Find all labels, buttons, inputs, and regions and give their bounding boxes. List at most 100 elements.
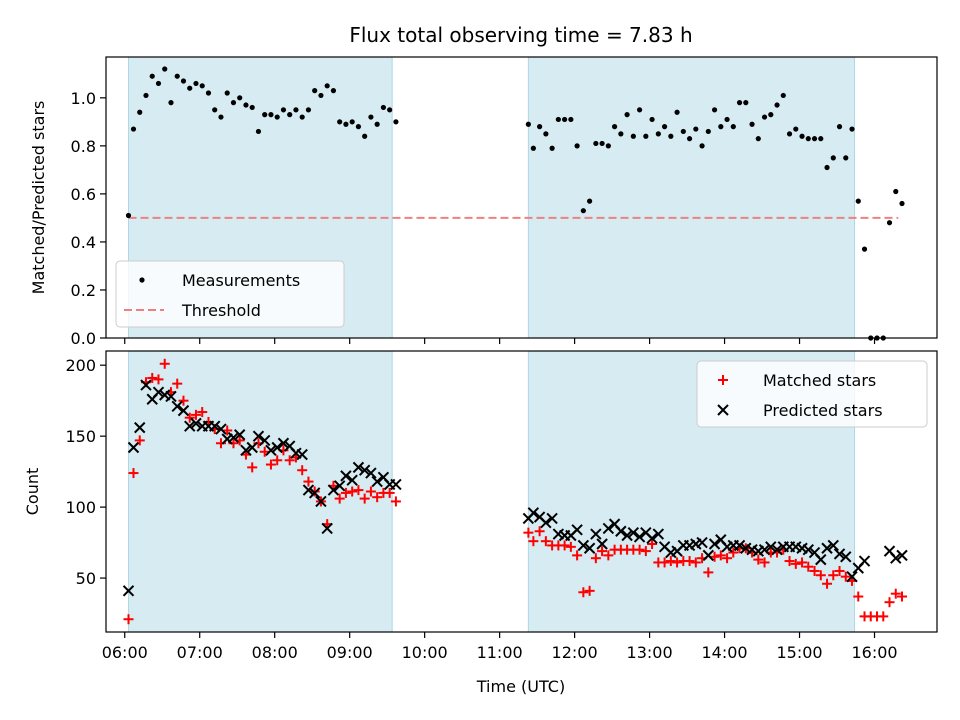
y-tick-label: 0.0	[71, 329, 96, 348]
predicted-point	[134, 421, 146, 434]
measurement-point	[793, 126, 799, 132]
chart-title: Flux total observing time = 7.83 h	[349, 23, 692, 47]
matched-point	[822, 578, 833, 589]
matched-point	[334, 493, 345, 504]
predicted-mark-b	[365, 467, 377, 479]
measurement-point	[143, 92, 149, 99]
predicted-mark-b	[583, 542, 596, 554]
predicted-point	[140, 379, 152, 391]
predicted-point	[177, 404, 190, 417]
measurement-point	[630, 133, 636, 139]
measurement-point	[193, 80, 199, 87]
predicted-mark-b	[596, 538, 608, 550]
predicted-mark-b	[358, 464, 371, 476]
predicted-mark-b	[771, 543, 783, 556]
measurement-point	[824, 164, 830, 171]
predicted-point	[627, 526, 640, 539]
predicted-mark-b	[352, 461, 365, 474]
measurement-point	[611, 124, 618, 130]
measurement-point	[199, 83, 205, 89]
measurement-point	[162, 66, 168, 72]
predicted-point	[265, 444, 277, 457]
predicted-mark-b	[227, 431, 240, 444]
predicted-mark-b	[758, 543, 771, 556]
predicted-mark-b	[315, 495, 327, 508]
measurement-point	[893, 188, 899, 195]
measurement-point	[293, 107, 299, 113]
predicted-point	[358, 464, 371, 476]
measurement-point	[605, 143, 611, 149]
matched-point	[884, 597, 895, 608]
predicted-point	[352, 461, 365, 474]
predicted-mark-b	[577, 539, 590, 552]
x-axis-label: Time (UTC)	[476, 677, 565, 696]
matched-point	[703, 567, 714, 578]
y-tick-label: 150	[65, 427, 96, 446]
matched-point	[578, 587, 589, 598]
measurement-point	[243, 102, 249, 108]
measurement-point	[374, 121, 380, 127]
measurement-point	[636, 107, 643, 113]
measurement-point	[580, 208, 586, 214]
predicted-mark-b	[621, 529, 633, 542]
measurement-point	[268, 112, 274, 118]
matched-point	[672, 557, 683, 568]
predicted-point	[165, 390, 177, 403]
predicted-point	[252, 430, 265, 442]
y-tick-label: 0.6	[71, 185, 96, 204]
measurement-point	[205, 90, 212, 96]
x-tick-label: 12:00	[552, 643, 598, 662]
measurement-point	[187, 85, 193, 91]
predicted-point	[821, 542, 833, 554]
measurement-point	[761, 114, 768, 120]
matched-point	[840, 571, 851, 582]
predicted-point	[215, 423, 227, 435]
predicted-mark-b	[122, 585, 135, 597]
measurement-point	[655, 131, 661, 137]
predicted-point	[371, 475, 383, 488]
measurement-point	[249, 104, 255, 111]
matched-point	[634, 544, 645, 555]
measurement-point	[130, 126, 137, 132]
measurement-point	[836, 124, 843, 130]
measurement-point	[312, 88, 318, 94]
predicted-point	[346, 474, 358, 486]
legend-box	[696, 360, 928, 428]
predicted-mark-b	[533, 511, 546, 523]
predicted-mark-b	[608, 518, 621, 530]
matched-point	[815, 570, 826, 581]
measurement-point	[755, 136, 761, 142]
predicted-point	[122, 585, 135, 597]
predicted-mark-b	[308, 487, 321, 499]
x-tick-label: 09:00	[327, 643, 373, 662]
y-tick-label: 50	[76, 569, 96, 588]
matched-point	[284, 455, 295, 466]
measurement-point	[568, 116, 574, 123]
matched-point	[784, 556, 795, 567]
predicted-mark-b	[627, 526, 640, 539]
predicted-mark-b	[240, 444, 252, 457]
legend-label: Predicted stars	[763, 401, 883, 420]
predicted-mark-b	[733, 539, 746, 552]
matched-point	[715, 550, 726, 561]
matched-point	[534, 526, 545, 537]
y-tick-label: 0.4	[71, 233, 96, 252]
predicted-mark-b	[702, 549, 715, 562]
predicted-mark-b	[658, 541, 671, 553]
predicted-point	[840, 551, 852, 563]
predicted-point	[590, 528, 602, 540]
measurement-point	[668, 133, 674, 139]
panel-ratio: 0.0 0.2 0.4 0.6 0.8 1.0 Matched/Predicted star…	[29, 56, 938, 348]
predicted-mark-b	[159, 389, 171, 401]
predicted-mark-b	[171, 400, 183, 413]
predicted-mark-b	[140, 379, 152, 391]
predicted-point	[858, 555, 871, 567]
predicted-point	[846, 570, 858, 583]
measurement-point	[262, 112, 268, 118]
matched-point	[178, 395, 189, 406]
matched-point	[690, 557, 701, 568]
measurement-point	[543, 131, 549, 137]
matched-point	[834, 565, 845, 576]
measurement-point	[168, 100, 174, 106]
predicted-mark-b	[890, 552, 902, 564]
